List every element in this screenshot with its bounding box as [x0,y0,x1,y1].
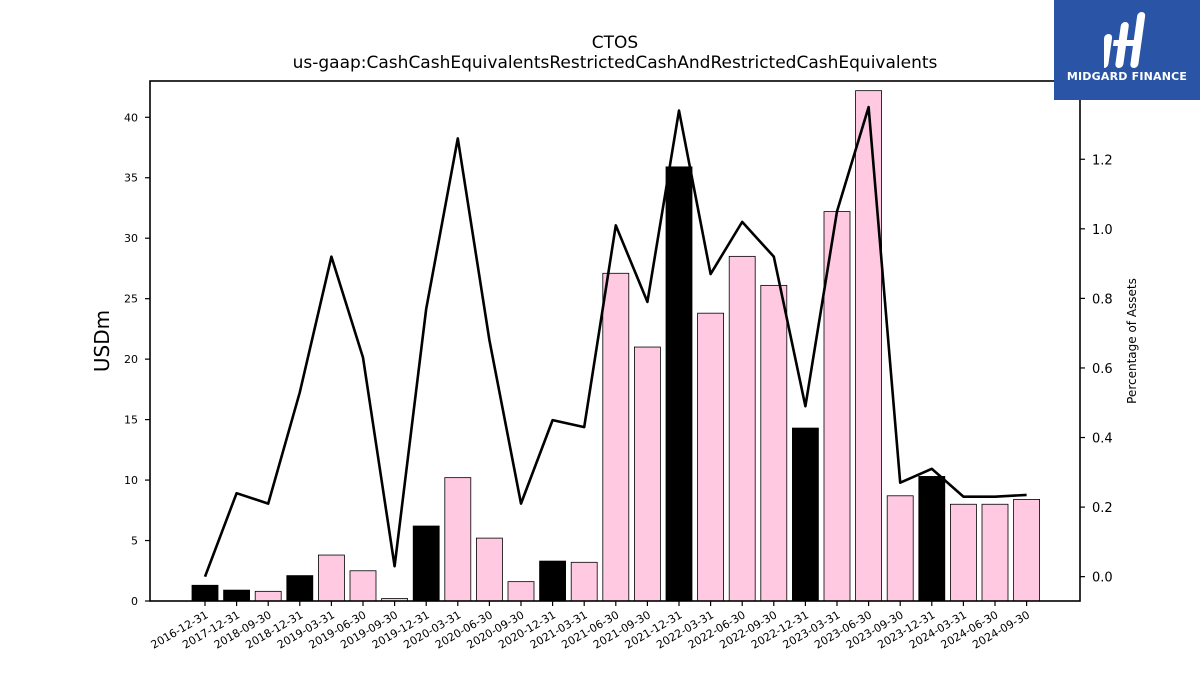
plot-frame [149,80,1081,602]
y-tick-label: 25 [124,293,138,306]
bar [792,427,819,602]
bar-series [191,90,1040,602]
bar [634,346,661,602]
chart-title: CTOS [592,33,638,53]
line-series [203,105,1027,578]
bar [602,272,630,602]
bar [412,525,440,602]
y-tick-label: 20 [124,353,138,366]
y2-tick-label: 0.8 [1092,292,1113,307]
bar [697,312,724,602]
bar [444,477,472,602]
bar [570,561,598,602]
bar [223,589,251,602]
y-tick-label: 30 [124,232,138,245]
bar [823,211,851,602]
y-tick-label: 40 [124,111,138,124]
y2-tick-label: 1.0 [1092,223,1113,238]
y-tick-label: 0 [131,595,138,608]
bar [254,590,282,602]
bar [507,581,535,602]
bar [1013,499,1040,602]
chart-subtitle: us-gaap:CashCashEquivalentsRestrictedCas… [293,53,938,73]
line-series-path [203,105,1027,578]
bar [286,575,314,602]
bar [728,255,756,602]
y-axis-label: USDm [90,310,114,372]
y-tick-label: 5 [131,535,138,548]
bar [981,503,1009,602]
bar [665,166,693,602]
y-tick-label: 35 [124,172,138,185]
y2-tick-label: 0.0 [1092,571,1113,586]
bar [760,284,788,602]
midgard-logo: MIDGARD FINANCE [1054,0,1200,100]
bar [855,90,882,602]
y2-axis-label: Percentage of Assets [1125,278,1139,404]
midgard-logo-icon [1104,12,1146,68]
y2-tick-label: 0.4 [1092,432,1113,447]
bar [950,503,977,602]
bar [918,476,946,602]
bar [349,570,377,602]
bar [317,554,345,602]
y2-tick-label: 0.2 [1092,501,1113,516]
y-tick-label: 10 [124,474,138,487]
bar [539,560,566,602]
bar [191,584,219,602]
y2-tick-label: 0.6 [1092,362,1113,377]
bar [886,495,914,602]
y-tick-label: 15 [124,414,138,427]
y2-tick-label: 1.2 [1092,153,1113,168]
logo-text: MIDGARD FINANCE [1066,70,1188,83]
bar [475,537,503,602]
